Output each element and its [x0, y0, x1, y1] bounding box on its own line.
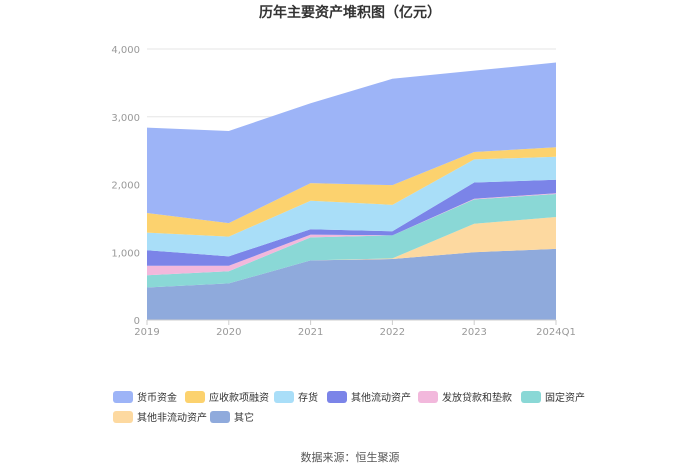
x-tick-label: 2024Q1 — [536, 327, 576, 338]
legend-swatch — [274, 391, 294, 403]
source-label: 数据来源：恒生聚源 — [301, 450, 400, 464]
legend-label: 存货 — [298, 391, 318, 404]
legend-swatch — [210, 411, 230, 423]
legend-label: 其他流动资产 — [351, 391, 411, 404]
legend-swatch — [418, 391, 438, 403]
y-tick-label: 4,000 — [111, 45, 140, 56]
legend-item[interactable]: 其他非流动资产 — [113, 411, 207, 424]
x-tick-label: 2020 — [216, 327, 241, 338]
legend-swatch — [113, 411, 133, 423]
legend-label: 应收款项融资 — [209, 391, 269, 404]
chart-title: 历年主要资产堆积图（亿元） — [259, 4, 441, 21]
area-series — [147, 179, 556, 266]
legend-swatch — [113, 391, 133, 403]
legend-label: 其它 — [234, 411, 254, 424]
axes: 0 1,000 2,000 3,000 4,000 2019 2020 2021 2022 202… — [111, 45, 575, 338]
area-series — [147, 193, 556, 276]
legend-item[interactable]: 其他流动资产 — [327, 391, 411, 404]
legend-item[interactable]: 发放贷款和垫款 — [418, 391, 512, 404]
legend-swatch — [327, 391, 347, 403]
x-tick-label: 2022 — [380, 327, 405, 338]
x-tick-label: 2021 — [298, 327, 323, 338]
legend-item[interactable]: 应收款项融资 — [185, 391, 269, 404]
y-tick-label: 1,000 — [111, 248, 140, 259]
legend-item[interactable]: 存货 — [274, 391, 318, 404]
y-tick-label: 0 — [134, 316, 140, 327]
area-series — [147, 62, 556, 224]
area-series — [147, 193, 556, 288]
legend-label: 货币资金 — [137, 391, 177, 404]
x-tick-label: 2019 — [134, 327, 159, 338]
legend-swatch — [185, 391, 205, 403]
legend-label: 其他非流动资产 — [137, 411, 207, 424]
area-series — [147, 147, 556, 237]
y-tick-label: 3,000 — [111, 113, 140, 124]
area-series — [147, 217, 556, 288]
legend-item[interactable]: 货币资金 — [113, 391, 177, 404]
y-tick-label: 2,000 — [111, 181, 140, 192]
x-tick-label: 2023 — [461, 327, 486, 338]
legend-item[interactable]: 固定资产 — [521, 391, 585, 404]
legend-label: 固定资产 — [545, 391, 585, 404]
area-series — [147, 156, 556, 257]
plot-area — [147, 62, 556, 320]
legend-label: 发放贷款和垫款 — [442, 391, 512, 404]
legend-item[interactable]: 其它 — [210, 411, 254, 424]
legend-swatch — [521, 391, 541, 403]
area-series — [147, 248, 556, 320]
